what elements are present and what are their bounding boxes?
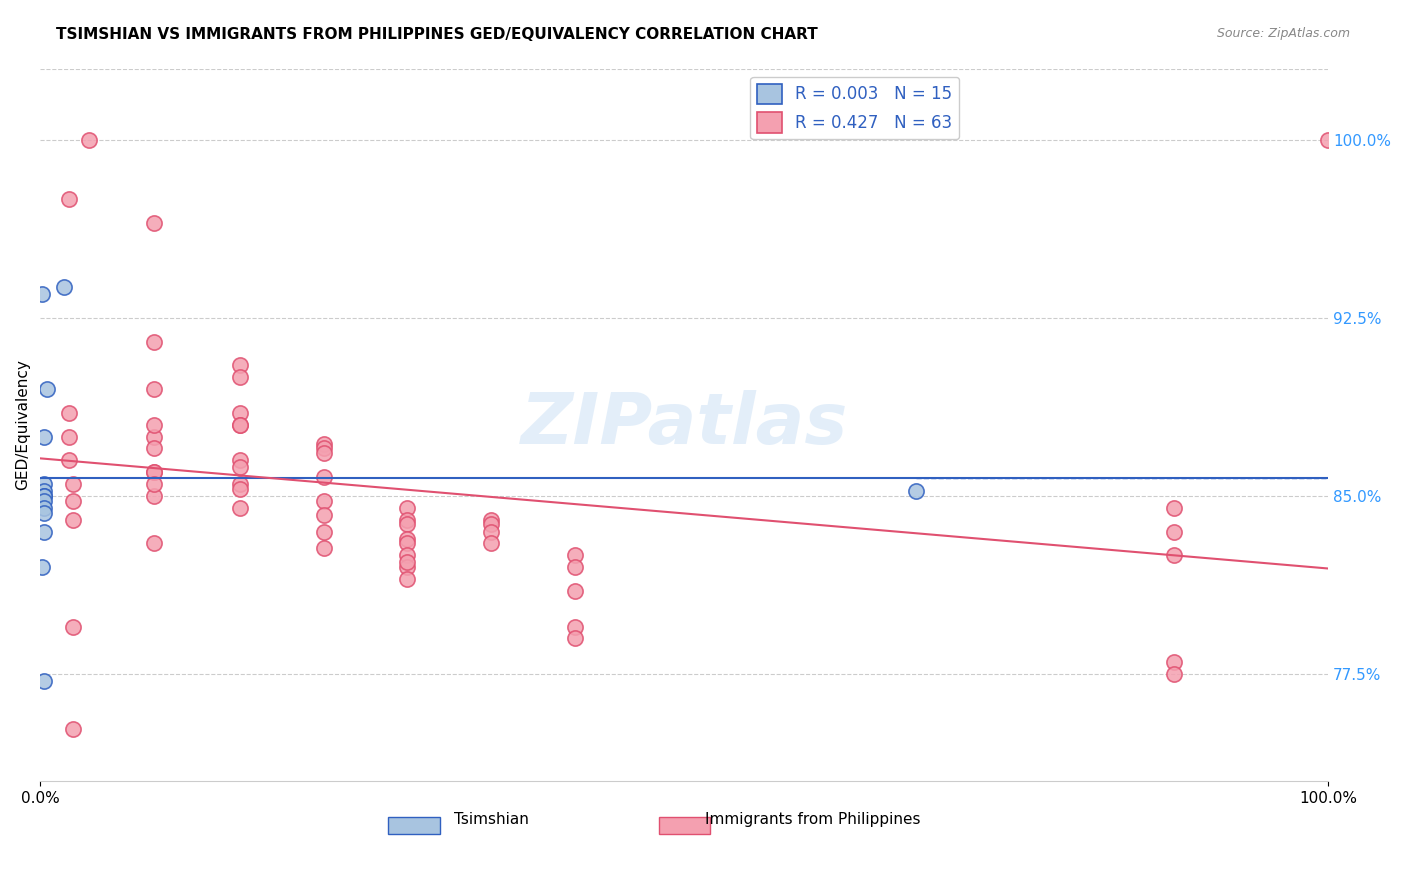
Point bbox=[396, 513, 419, 527]
Point bbox=[229, 500, 252, 515]
Point bbox=[229, 460, 252, 475]
Point bbox=[58, 406, 80, 420]
Point bbox=[32, 524, 55, 539]
Point bbox=[31, 287, 53, 301]
Point bbox=[142, 489, 165, 503]
Point bbox=[32, 506, 55, 520]
Point bbox=[79, 133, 101, 147]
Point bbox=[32, 500, 55, 515]
Point bbox=[32, 429, 55, 443]
Legend: R = 0.003   N = 15, R = 0.427   N = 63: R = 0.003 N = 15, R = 0.427 N = 63 bbox=[751, 77, 959, 139]
Point bbox=[396, 560, 419, 574]
Point bbox=[142, 536, 165, 550]
Point bbox=[396, 532, 419, 546]
Point bbox=[1163, 500, 1185, 515]
Point bbox=[32, 477, 55, 491]
Point bbox=[396, 500, 419, 515]
Point bbox=[312, 436, 335, 450]
Point bbox=[1317, 133, 1340, 147]
Point bbox=[479, 517, 502, 532]
Point bbox=[62, 513, 84, 527]
FancyBboxPatch shape bbox=[658, 816, 710, 834]
FancyBboxPatch shape bbox=[388, 816, 440, 834]
Point bbox=[32, 489, 55, 503]
Point bbox=[229, 417, 252, 432]
Point bbox=[35, 382, 58, 396]
Point bbox=[564, 560, 586, 574]
Point bbox=[1163, 655, 1185, 669]
Point bbox=[396, 549, 419, 563]
Point bbox=[52, 280, 75, 294]
Point bbox=[62, 619, 84, 633]
Point bbox=[62, 477, 84, 491]
Point bbox=[229, 417, 252, 432]
Point bbox=[229, 406, 252, 420]
Point bbox=[312, 446, 335, 460]
Point bbox=[58, 429, 80, 443]
Point bbox=[142, 477, 165, 491]
Point bbox=[479, 524, 502, 539]
Point bbox=[58, 192, 80, 206]
Point bbox=[32, 493, 55, 508]
Point bbox=[142, 429, 165, 443]
Point bbox=[396, 536, 419, 550]
Point bbox=[312, 493, 335, 508]
Point bbox=[229, 359, 252, 373]
Point bbox=[142, 334, 165, 349]
Point bbox=[229, 477, 252, 491]
Point bbox=[142, 417, 165, 432]
Point bbox=[312, 442, 335, 456]
Point bbox=[142, 465, 165, 479]
Text: ZIPatlas: ZIPatlas bbox=[520, 390, 848, 459]
Point bbox=[479, 536, 502, 550]
Point bbox=[32, 484, 55, 499]
Point bbox=[312, 524, 335, 539]
Point bbox=[396, 556, 419, 570]
Text: TSIMSHIAN VS IMMIGRANTS FROM PHILIPPINES GED/EQUIVALENCY CORRELATION CHART: TSIMSHIAN VS IMMIGRANTS FROM PHILIPPINES… bbox=[56, 27, 818, 42]
Point bbox=[396, 517, 419, 532]
Text: Source: ZipAtlas.com: Source: ZipAtlas.com bbox=[1216, 27, 1350, 40]
Point bbox=[31, 560, 53, 574]
Point bbox=[564, 619, 586, 633]
Point bbox=[229, 482, 252, 496]
Point bbox=[142, 465, 165, 479]
Text: Tsimshian: Tsimshian bbox=[454, 812, 529, 827]
Point bbox=[564, 632, 586, 646]
Point bbox=[1163, 524, 1185, 539]
Point bbox=[142, 382, 165, 396]
Text: Immigrants from Philippines: Immigrants from Philippines bbox=[706, 812, 921, 827]
Point bbox=[62, 493, 84, 508]
Point bbox=[905, 484, 928, 499]
Point bbox=[396, 572, 419, 586]
Point bbox=[229, 370, 252, 384]
Point bbox=[312, 541, 335, 556]
Point bbox=[229, 453, 252, 467]
Point bbox=[62, 722, 84, 736]
Point bbox=[479, 513, 502, 527]
Point bbox=[142, 442, 165, 456]
Y-axis label: GED/Equivalency: GED/Equivalency bbox=[15, 359, 30, 490]
Point bbox=[142, 216, 165, 230]
Point bbox=[564, 549, 586, 563]
Point bbox=[1163, 549, 1185, 563]
Point bbox=[312, 508, 335, 522]
Point bbox=[32, 674, 55, 689]
Point bbox=[32, 489, 55, 503]
Point bbox=[1163, 667, 1185, 681]
Point bbox=[564, 583, 586, 598]
Point bbox=[58, 453, 80, 467]
Point bbox=[312, 470, 335, 484]
